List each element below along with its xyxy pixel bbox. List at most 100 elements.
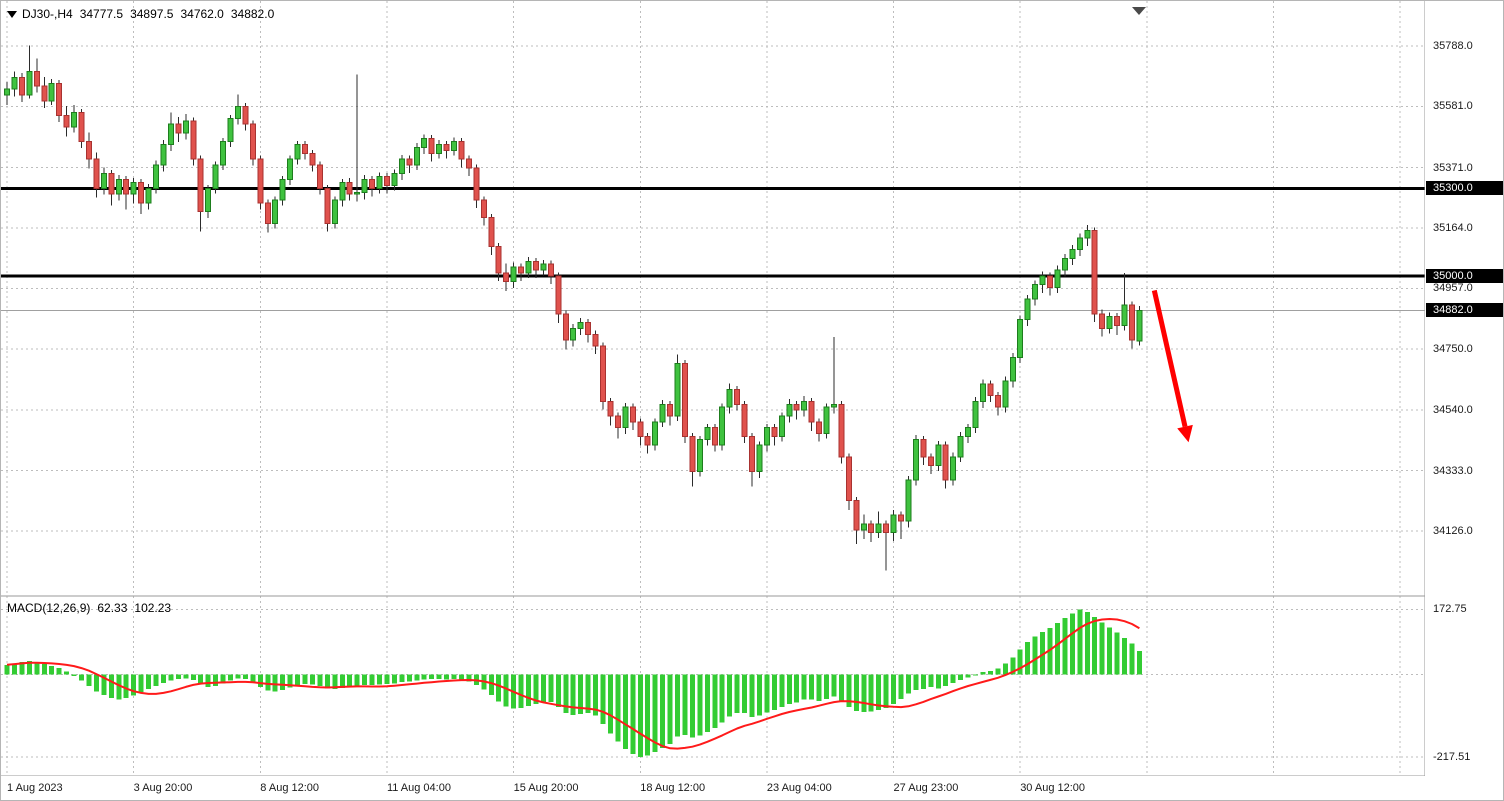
candle-body[interactable] [532,260,539,271]
candle-body[interactable] [443,144,450,151]
trend-arrow-head[interactable] [1177,424,1193,443]
candle-body[interactable] [1076,237,1083,251]
candle-body[interactable] [257,158,264,204]
candle-body[interactable] [741,403,748,437]
candle-body[interactable] [830,403,837,408]
candle-body[interactable] [421,138,428,148]
candle-body[interactable] [56,82,63,116]
candle-body[interactable] [600,345,606,402]
candle-body[interactable] [361,179,368,194]
candle-body[interactable] [555,275,562,315]
candle-body[interactable] [1114,316,1121,326]
candle-body[interactable] [458,141,465,160]
candle-body[interactable] [1009,357,1016,382]
candle-body[interactable] [1069,249,1076,259]
candle-body[interactable] [242,106,249,125]
candle-body[interactable] [324,187,331,224]
candle-body[interactable] [801,400,808,411]
candle-body[interactable] [912,438,919,481]
candle-body[interactable] [570,327,577,341]
candle-body[interactable] [592,333,599,347]
candle-body[interactable] [1084,230,1091,239]
candle-body[interactable] [786,403,793,417]
candle-body[interactable] [696,438,703,472]
candle-body[interactable] [115,179,122,195]
price-axis[interactable]: 35788.0 35581.0 35371.0 35164.0 34957.0 34750… [1425,1,1503,776]
candle-body[interactable] [272,199,279,224]
candle-body[interactable] [778,415,785,437]
candle-body[interactable] [167,123,174,146]
candle-body[interactable] [652,421,659,446]
candle-body[interactable] [413,146,420,166]
candle-body[interactable] [1128,304,1135,341]
candle-body[interactable] [339,181,346,201]
candle-body[interactable] [838,403,845,458]
candle-body[interactable] [965,427,972,437]
candle-body[interactable] [898,514,904,522]
candle-body[interactable] [1061,257,1068,271]
candle-body[interactable] [160,144,167,166]
candle-body[interactable] [525,260,532,274]
candle-body[interactable] [1039,275,1046,286]
candle-body[interactable] [153,164,159,189]
candle-body[interactable] [629,406,636,423]
candle-body[interactable] [369,179,376,189]
candle-body[interactable] [749,435,755,472]
candle-body[interactable] [987,383,994,397]
candle-body[interactable] [227,117,234,143]
candle-body[interactable] [11,76,18,90]
candle-body[interactable] [674,362,681,417]
candle-body[interactable] [726,389,733,408]
candle-body[interactable] [637,421,644,437]
candle-body[interactable] [220,141,227,166]
candle-body[interactable] [234,106,241,119]
candle-body[interactable] [488,217,495,248]
candle-body[interactable] [518,266,525,274]
candle-body[interactable] [138,181,145,204]
candle-body[interactable] [451,141,457,151]
candle-body[interactable] [957,435,964,458]
candle-body[interactable] [287,158,294,181]
candle-body[interactable] [622,406,629,429]
candle-body[interactable] [905,479,912,522]
candle-body[interactable] [33,71,40,87]
candle-body[interactable] [860,523,867,531]
candle-body[interactable] [190,120,197,160]
candle-body[interactable] [644,435,651,446]
candle-body[interactable] [316,164,323,189]
candle-body[interactable] [428,138,435,154]
candle-body[interactable] [689,435,696,472]
candle-body[interactable] [473,167,480,201]
candle-body[interactable] [398,158,405,175]
candle-body[interactable] [465,158,472,169]
candle-body[interactable] [175,123,182,134]
candle-body[interactable] [816,421,823,434]
candle-body[interactable] [26,71,33,96]
candle-body[interactable] [793,403,800,411]
candle-body[interactable] [85,141,92,160]
candle-body[interactable] [1106,316,1113,329]
candle-body[interactable] [1136,309,1143,342]
candle-body[interactable] [130,181,137,195]
candle-body[interactable] [279,179,286,201]
candle-body[interactable] [510,266,517,283]
candle-body[interactable] [853,500,860,531]
candle-body[interactable] [4,88,10,96]
candle-body[interactable] [309,152,316,166]
candle-body[interactable] [383,176,390,186]
candle-body[interactable] [994,395,1001,408]
candle-body[interactable] [681,362,688,437]
candle-body[interactable] [503,272,510,283]
candle-body[interactable] [771,427,778,437]
candle-body[interactable] [41,85,48,102]
candle-body[interactable] [823,406,830,434]
candle-body[interactable] [406,158,413,166]
candle-body[interactable] [585,322,592,335]
candle-body[interactable] [659,403,666,423]
candle-body[interactable] [108,173,115,195]
candle-body[interactable] [711,427,718,446]
trend-arrow-line[interactable] [1151,289,1188,428]
candle-body[interactable] [607,400,614,417]
chart-shift-marker-icon[interactable] [1132,7,1146,15]
candle-body[interactable] [883,523,890,534]
